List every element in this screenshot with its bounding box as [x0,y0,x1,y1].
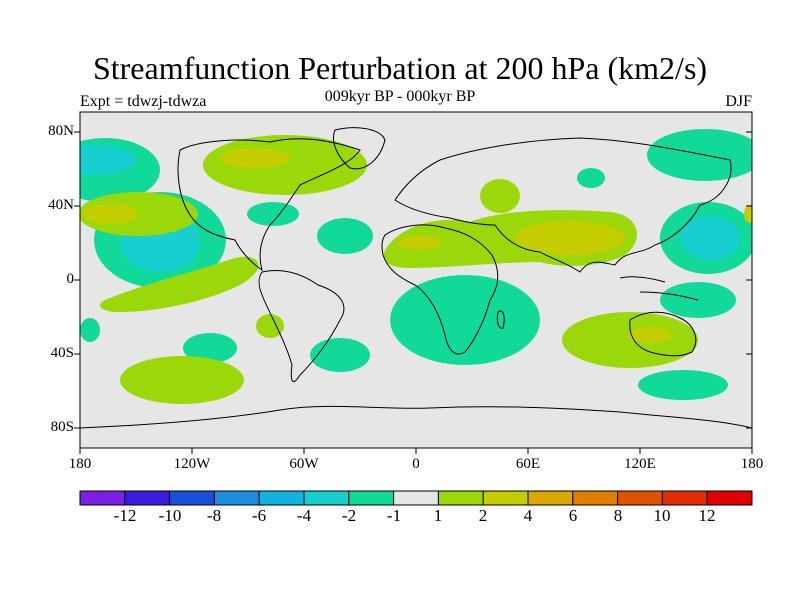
colorbar-box [706,490,753,506]
colorbar-label: 1 [433,506,443,525]
anomaly-region [256,314,284,338]
lon-label-120e: 120E [624,456,656,472]
anomaly-region [577,168,605,188]
lon-label-60w: 60W [289,456,319,472]
anomaly-region [100,256,259,312]
colorbar-label: 10 [653,506,671,525]
anomaly-region [398,236,442,250]
anomaly-region [638,370,728,400]
colorbar [79,490,753,506]
colorbar-label: -1 [386,506,402,525]
lat-ticks [74,131,752,429]
lat-label-40s: 40S [50,345,74,361]
season-label: DJF [725,93,752,110]
coastline-maritime-continent [619,276,699,301]
colorbar-box [258,490,305,506]
lat-label-40n: 40N [48,197,74,213]
anomaly-region [317,218,373,254]
coastline-antarctica [80,405,752,429]
colorbar-label: -12 [113,506,137,525]
colorbar-box [169,490,215,506]
colorbar-label: -6 [251,506,267,525]
period-label: 009kyr BP - 000kyr BP [324,88,476,105]
colorbar-label: -10 [158,506,182,525]
anomaly-region [480,179,520,213]
colorbar-box [572,490,619,506]
anomaly-region [183,333,237,363]
colorbar-label: 12 [698,506,716,525]
coastline-greenland [333,127,386,170]
lat-label-80s: 80S [50,419,74,435]
lon-label-120w: 120W [173,456,211,472]
anomaly-region [82,204,138,224]
colorbar-label: 4 [523,506,533,525]
colorbar-box [79,490,126,506]
colorbar-label: 6 [568,506,578,525]
colorbar-label: 2 [478,506,488,525]
colorbar-box [303,490,350,506]
experiment-label: Expt = tdwzj-tdwza [80,93,207,110]
lat-label-80n: 80N [48,123,74,139]
anomaly-region [80,192,198,236]
lon-label-180w: 180 [68,456,92,472]
coastline-australia [629,311,697,357]
lon-label-60e: 60E [515,456,541,472]
anomaly-region [80,145,136,175]
anomaly-region [628,327,672,343]
colorbar-box [661,490,708,506]
anomaly-region [120,356,244,404]
colorbar-box [482,490,529,506]
coastline-africa [381,224,499,355]
coastlines [80,127,752,429]
anomaly-region [515,221,625,255]
anomaly-region [80,318,100,342]
colorbar-box [213,490,260,506]
colorbar-box [437,490,484,506]
shaded-anomaly-field [80,129,752,404]
lat-label-0: 0 [66,271,75,287]
lon-label-0: 0 [412,456,420,472]
lon-ticks [79,448,753,454]
lon-label-180e: 180 [740,456,764,472]
anomaly-region [744,205,752,223]
anomaly-region [647,129,752,181]
colorbar-box [348,490,395,506]
colorbar-label: -4 [296,506,312,525]
colorbar-box [617,490,663,506]
anomaly-region [680,216,740,260]
anomaly-region [310,338,370,372]
coastline-eurasia [394,137,732,273]
chart-title: Streamfunction Perturbation at 200 hPa (… [92,50,708,86]
coastline-south-america [258,270,345,383]
anomaly-region [247,202,299,226]
anomaly-region [562,312,698,368]
colorbar-box [527,490,574,506]
anomaly-region [220,148,290,168]
coastline-north-america [177,138,361,272]
colorbar-label: -2 [341,506,357,525]
colorbar-box [393,490,439,506]
colorbar-label: -8 [206,506,222,525]
coastline-madagascar [496,310,505,329]
colorbar-box [124,490,171,506]
colorbar-label: 8 [613,506,623,525]
